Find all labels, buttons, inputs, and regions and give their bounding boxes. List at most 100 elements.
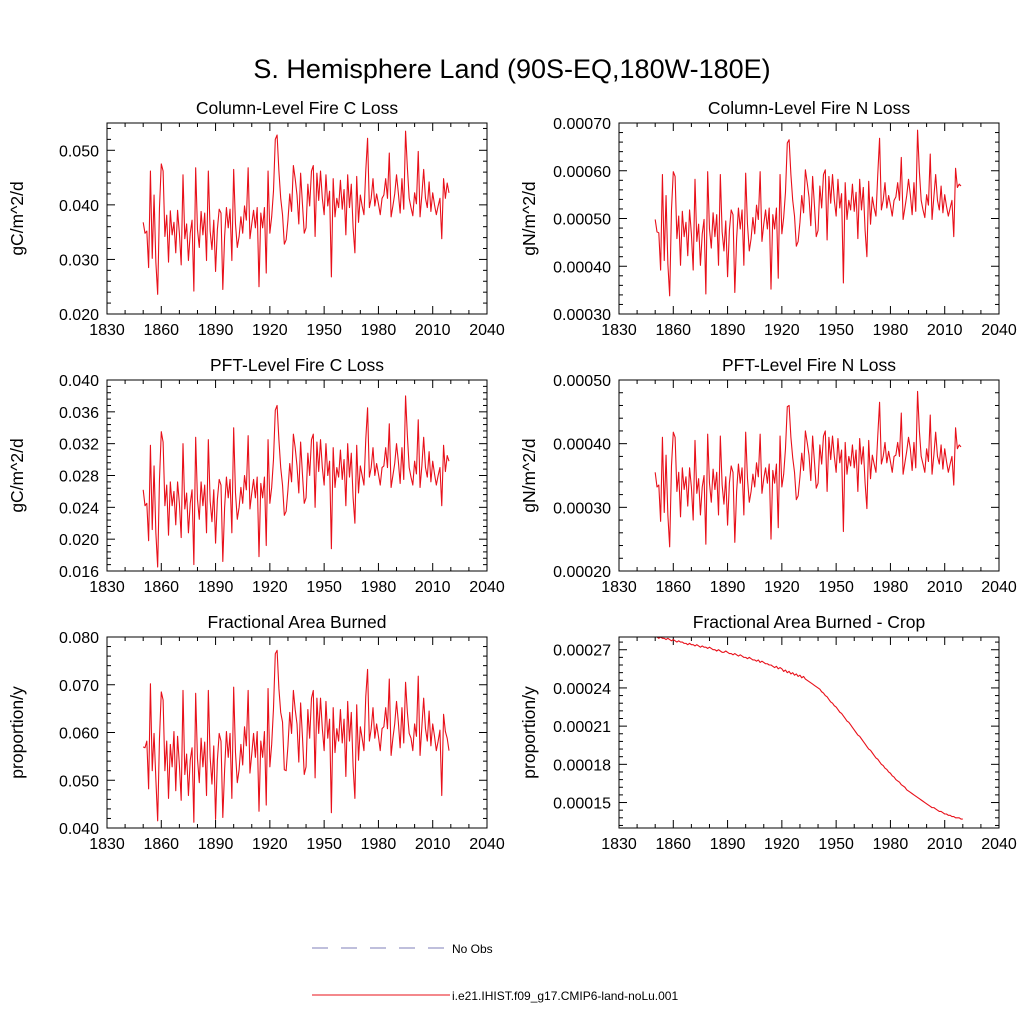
panel-title: PFT-Level Fire N Loss	[722, 355, 896, 375]
x-tick-label: 1890	[710, 322, 746, 339]
x-tick-label: 1860	[143, 579, 179, 596]
plot-frame	[106, 379, 488, 572]
y-tick-label: 0.00050	[553, 373, 611, 390]
y-axis-label: gC/m^2/d	[7, 438, 27, 512]
y-tick-label: 0.040	[59, 373, 99, 390]
x-tick-label: 1890	[710, 836, 746, 853]
x-tick-label: 1920	[764, 579, 800, 596]
y-tick-label: 0.00020	[553, 564, 611, 581]
y-tick-label: 0.024	[59, 500, 99, 517]
series-line-1	[142, 395, 450, 568]
x-tick-label: 1860	[655, 836, 691, 853]
y-tick-label: 0.050	[59, 773, 99, 790]
y-axis-label: proportion/y	[519, 686, 539, 779]
y-tick-label: 0.00024	[553, 681, 611, 698]
y-tick-label: 0.00030	[553, 307, 611, 324]
y-tick-label: 0.020	[59, 307, 99, 324]
y-tick-label: 0.00030	[553, 500, 611, 517]
y-tick-label: 0.028	[59, 469, 99, 486]
x-tick-label: 1860	[143, 322, 179, 339]
y-tick-label: 0.00040	[553, 437, 611, 454]
y-axis-label: gC/m^2/d	[7, 181, 27, 255]
x-tick-label: 2010	[415, 579, 451, 596]
y-tick-label: 0.00040	[553, 259, 611, 276]
series-line-1	[142, 130, 450, 295]
panel-title: PFT-Level Fire C Loss	[210, 355, 384, 375]
x-tick-label: 1860	[655, 322, 691, 339]
x-tick-label: 1860	[143, 836, 179, 853]
legend-label: i.e21.IHIST.f09_g17.CMIP6-land-noLu.001	[452, 989, 678, 1003]
x-tick-label: 2040	[981, 836, 1017, 853]
y-tick-label: 0.016	[59, 564, 99, 581]
y-axis-label: gN/m^2/d	[519, 181, 539, 255]
plot-frame	[106, 636, 488, 829]
panel-title: Fractional Area Burned - Crop	[693, 612, 925, 632]
legend: No Obs i.e21.IHIST.f09_g17.CMIP6-land-noL…	[312, 942, 678, 1003]
x-tick-label: 1830	[601, 579, 637, 596]
x-tick-label: 2010	[415, 322, 451, 339]
x-tick-label: 1980	[873, 579, 909, 596]
x-tick-label: 1860	[655, 579, 691, 596]
panels: Column-Level Fire C Loss gC/m^2/d 1830 1860…	[7, 98, 1017, 853]
series-line-1	[142, 649, 450, 823]
panel-1: Column-Level Fire C Loss gC/m^2/d 1830 1860…	[7, 98, 505, 339]
x-tick-label: 1830	[601, 836, 637, 853]
figure-title: S. Hemisphere Land (90S-EQ,180W-180E)	[253, 54, 770, 84]
x-tick-label: 1950	[306, 836, 342, 853]
y-tick-label: 0.00060	[553, 164, 611, 181]
x-tick-label: 1890	[710, 579, 746, 596]
x-tick-label: 1890	[198, 579, 234, 596]
y-tick-label: 0.050	[59, 143, 99, 160]
y-tick-label: 0.00027	[553, 643, 611, 660]
plot-frame	[618, 636, 1000, 829]
x-tick-label: 2040	[981, 322, 1017, 339]
plot-frame	[618, 122, 1000, 315]
x-tick-label: 1950	[306, 579, 342, 596]
x-tick-label: 1950	[306, 322, 342, 339]
y-tick-label: 0.080	[59, 630, 99, 647]
y-tick-label: 0.036	[59, 405, 99, 422]
panel-title: Column-Level Fire C Loss	[196, 98, 399, 118]
panel-5: Fractional Area Burned proportion/y 1830 18…	[7, 612, 505, 853]
panel-title: Fractional Area Burned	[208, 612, 387, 632]
x-tick-label: 1980	[361, 836, 397, 853]
x-tick-label: 2040	[469, 836, 505, 853]
y-tick-label: 0.060	[59, 726, 99, 743]
y-tick-label: 0.070	[59, 678, 99, 695]
panel-6: Fractional Area Burned - Crop proportion/…	[519, 612, 1017, 853]
y-tick-label: 0.00018	[553, 757, 611, 774]
x-tick-label: 2040	[981, 579, 1017, 596]
panel-title: Column-Level Fire N Loss	[708, 98, 911, 118]
y-tick-label: 0.030	[59, 252, 99, 269]
x-tick-label: 1890	[198, 322, 234, 339]
x-tick-label: 1980	[361, 322, 397, 339]
x-tick-label: 1830	[89, 322, 125, 339]
x-tick-label: 1920	[252, 322, 288, 339]
panel-3: PFT-Level Fire C Loss gC/m^2/d 1830 1860 189…	[7, 355, 505, 596]
x-tick-label: 1950	[818, 322, 854, 339]
y-axis-label: proportion/y	[7, 686, 27, 779]
x-tick-label: 1920	[252, 836, 288, 853]
x-tick-label: 1920	[252, 579, 288, 596]
x-tick-label: 1950	[818, 579, 854, 596]
x-tick-label: 2040	[469, 322, 505, 339]
x-tick-label: 2010	[927, 579, 963, 596]
x-tick-label: 1980	[361, 579, 397, 596]
x-tick-label: 1950	[818, 836, 854, 853]
legend-label: No Obs	[452, 942, 493, 956]
series-line-1	[654, 390, 962, 548]
panel-2: Column-Level Fire N Loss gN/m^2/d 1830 1860…	[519, 98, 1017, 339]
x-tick-label: 2010	[927, 836, 963, 853]
y-tick-label: 0.00070	[553, 116, 611, 133]
x-tick-label: 1830	[89, 836, 125, 853]
x-tick-label: 1830	[601, 322, 637, 339]
panel-4: PFT-Level Fire N Loss gN/m^2/d 1830 1860 189…	[519, 355, 1017, 596]
y-tick-label: 0.032	[59, 437, 99, 454]
x-tick-label: 2010	[415, 836, 451, 853]
y-tick-label: 0.040	[59, 821, 99, 838]
y-tick-label: 0.040	[59, 198, 99, 215]
x-tick-label: 1920	[764, 836, 800, 853]
series-line-1	[655, 636, 963, 820]
x-tick-label: 1980	[873, 836, 909, 853]
